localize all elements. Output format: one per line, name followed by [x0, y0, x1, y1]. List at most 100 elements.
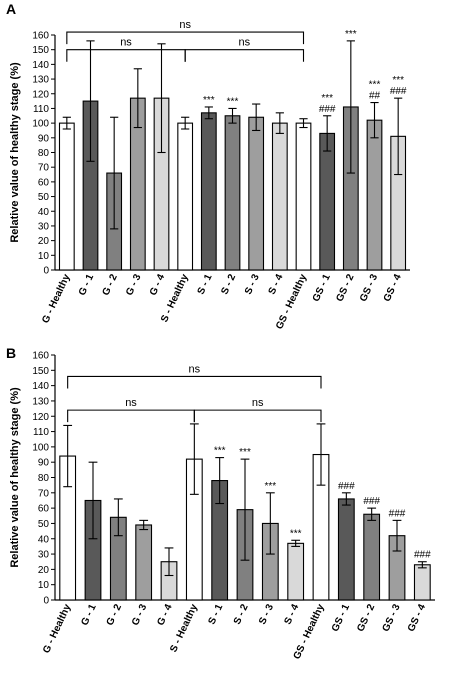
bar-gs-healthy: [295, 122, 312, 271]
y-tick-label: 80: [38, 148, 50, 159]
y-tick-label: 20: [38, 565, 50, 576]
y-tick-label: 100: [32, 442, 49, 453]
significance-label: ###: [363, 496, 380, 507]
y-tick-label: 150: [32, 45, 49, 56]
bar-gs-1: [319, 132, 336, 271]
y-tick-label: 130: [32, 396, 49, 407]
y-tick-label: 70: [38, 488, 50, 499]
chart-panel-A: A Relative value of healthy stage (%) 0 10 2…: [6, 1, 410, 331]
x-tick-label: G - 1: [79, 602, 99, 627]
x-tick-label: GS - 2: [334, 272, 356, 303]
y-tick-label: 20: [38, 236, 50, 247]
bar-g-3: [135, 524, 153, 601]
comparison-bracket: [67, 375, 322, 389]
bar-s-2: [224, 115, 241, 271]
y-tick-label: 130: [32, 75, 49, 86]
y-tick-label: 50: [38, 519, 50, 530]
y-tick-label: 90: [38, 133, 50, 144]
y-tick-label: 30: [38, 221, 50, 232]
y-tick-label: 150: [32, 366, 49, 377]
significance-label: ###: [338, 481, 355, 492]
x-tick-label: S - 3: [257, 602, 276, 626]
x-tick-label: S - 4: [282, 602, 301, 626]
chart-panel-B: B Relative value of healthy stage (%) 0 10 2…: [6, 345, 435, 661]
significance-label: ###: [414, 550, 431, 561]
y-tick-label: 60: [38, 177, 50, 188]
y-tick-label: 140: [32, 60, 49, 71]
significance-label: ###: [390, 86, 407, 97]
x-tick-label: G - 3: [124, 272, 144, 297]
x-tick-label: GS - 4: [382, 272, 404, 303]
bar-s-4: [287, 542, 305, 601]
x-tick-label: G - 4: [148, 272, 168, 297]
y-tick-label: 60: [38, 504, 50, 515]
bar-s-3: [248, 116, 265, 271]
bar-s-1: [200, 112, 217, 271]
y-tick-label: 70: [38, 163, 50, 174]
bracket-label: ns: [125, 397, 137, 409]
y-tick-label: 0: [43, 596, 49, 607]
y-tick-label: 110: [33, 104, 49, 115]
bracket-label: ns: [252, 397, 264, 409]
y-tick-label: 100: [32, 119, 49, 130]
y-tick-label: 120: [32, 412, 49, 423]
bracket-label: ns: [189, 363, 201, 375]
significance-label: ###: [319, 104, 336, 115]
comparison-bracket: [184, 49, 305, 62]
bar-g-healthy: [58, 122, 75, 271]
x-tick-label: G - 1: [77, 272, 97, 297]
x-tick-label: GS - 2: [355, 602, 377, 633]
panel-letter: A: [6, 1, 16, 17]
y-tick-label: 80: [38, 473, 50, 484]
comparison-bracket: [193, 409, 322, 423]
y-tick-label: 40: [38, 207, 50, 218]
significance-label: ***: [345, 29, 357, 40]
x-tick-label: S - 1: [206, 602, 225, 626]
y-tick-label: 160: [32, 31, 49, 42]
x-tick-label: S - 4: [267, 272, 286, 296]
x-tick-label: S - 3: [243, 272, 262, 296]
significance-label: ###: [389, 508, 406, 519]
y-tick-label: 10: [38, 580, 50, 591]
y-tick-label: 120: [32, 89, 49, 100]
x-tick-label: G - Healthy: [40, 272, 72, 325]
y-tick-label: 40: [38, 534, 50, 545]
y-axis-label: Relative value of healthy stage (%): [9, 62, 21, 243]
x-tick-label: GS - 3: [358, 272, 380, 303]
significance-label: ***: [239, 447, 251, 458]
comparison-bracket: [66, 31, 305, 45]
bar-gs-2: [363, 513, 381, 601]
significance-label: ***: [290, 528, 302, 539]
bracket-label: ns: [179, 19, 191, 31]
significance-label: ***: [227, 96, 239, 107]
bracket-label: ns: [239, 37, 251, 49]
x-tick-label: S - 1: [196, 272, 215, 296]
significance-label: ##: [369, 91, 381, 102]
significance-label: ***: [321, 93, 333, 104]
comparison-bracket: [67, 409, 195, 423]
y-tick-label: 90: [38, 458, 50, 469]
x-tick-label: G - 4: [155, 602, 175, 627]
x-tick-label: G - Healthy: [41, 602, 73, 655]
y-axis-label: Relative value of healthy stage (%): [9, 387, 21, 568]
x-tick-label: GS - 4: [406, 602, 428, 633]
x-tick-label: G - 2: [105, 602, 125, 627]
comparison-bracket: [66, 49, 186, 62]
panel-letter: B: [6, 345, 16, 361]
bar-s-4: [271, 122, 288, 271]
significance-label: ***: [203, 95, 215, 106]
y-tick-label: 160: [32, 351, 49, 362]
bar-gs-1: [337, 498, 355, 601]
significance-label: ***: [264, 481, 276, 492]
y-tick-label: 110: [33, 427, 49, 438]
bar-gs-3: [366, 119, 383, 271]
bar-s-healthy: [177, 122, 194, 271]
y-tick-label: 30: [38, 550, 50, 561]
bar-gs-4: [413, 564, 431, 601]
y-tick-label: 140: [32, 381, 49, 392]
significance-label: ***: [369, 80, 381, 91]
x-tick-label: GS - 1: [311, 272, 333, 303]
bracket-label: ns: [120, 37, 132, 49]
x-tick-label: GS - 3: [381, 602, 403, 633]
